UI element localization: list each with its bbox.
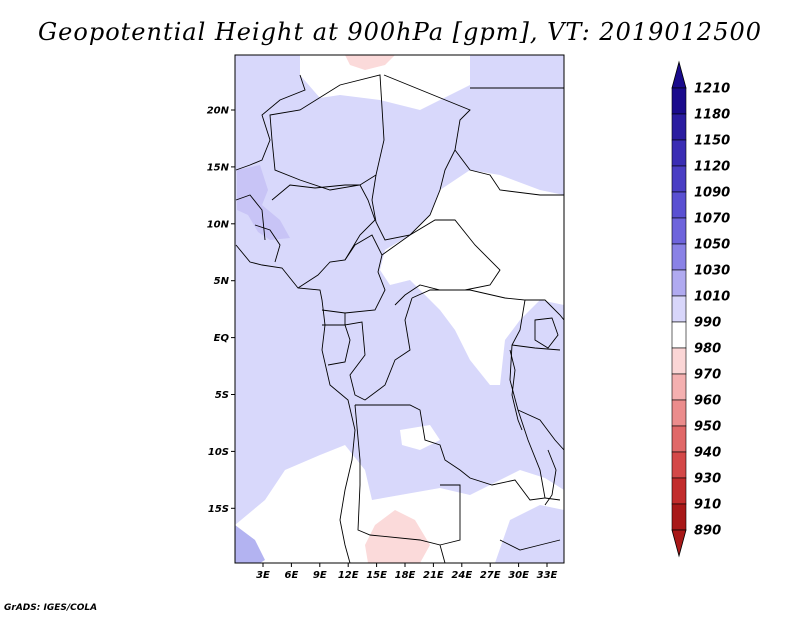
colorbar-swatch xyxy=(672,400,686,426)
colorbar-level-label: 1120 xyxy=(694,160,730,175)
colorbar-level-label: 1070 xyxy=(694,212,730,227)
colorbar-level-label: 1150 xyxy=(694,134,730,149)
colorbar-level-label: 950 xyxy=(694,420,721,435)
lat-tick-label: 10S xyxy=(208,447,229,458)
colorbar-swatch xyxy=(672,140,686,166)
colorbar-level-label: 1090 xyxy=(694,186,730,201)
lon-tick-label: 30E xyxy=(508,570,529,581)
lon-tick-label: 12E xyxy=(338,570,359,581)
colorbar-swatch xyxy=(672,322,686,348)
colorbar-top-arrow xyxy=(672,62,686,88)
lon-tick-label: 33E xyxy=(537,570,558,581)
colorbar-swatch xyxy=(672,504,686,530)
colorbar-swatch xyxy=(672,296,686,322)
lon-tick-label: 6E xyxy=(285,570,299,581)
colorbar-level-label: 930 xyxy=(694,472,721,487)
lat-tick-label: EQ xyxy=(214,333,230,344)
lon-tick-label: 27E xyxy=(480,570,501,581)
colorbar-level-label: 910 xyxy=(694,498,721,513)
lon-tick-label: 21E xyxy=(423,570,444,581)
grads-credit: GrADS: IGES/COLA xyxy=(4,603,97,613)
colorbar-level-label: 1180 xyxy=(694,108,730,123)
colorbar-swatch xyxy=(672,270,686,296)
colorbar-swatch xyxy=(672,478,686,504)
colorbar-swatch xyxy=(672,374,686,400)
colorbar-level-label: 1030 xyxy=(694,264,730,279)
colorbar-bottom-arrow xyxy=(672,530,686,556)
colorbar-level-label: 970 xyxy=(694,368,721,383)
colorbar-level-label: 990 xyxy=(694,316,721,331)
lon-tick-label: 3E xyxy=(256,570,270,581)
colorbar-swatch xyxy=(672,452,686,478)
lon-tick-label: 24E xyxy=(451,570,472,581)
height-field xyxy=(235,55,564,563)
colorbar-swatch xyxy=(672,166,686,192)
colorbar-level-label: 960 xyxy=(694,394,721,409)
colorbar-swatch xyxy=(672,218,686,244)
colorbar-swatch xyxy=(672,192,686,218)
lat-tick-label: 20N xyxy=(207,106,230,117)
colorbar-level-label: 940 xyxy=(694,446,721,461)
longitude-axis: 3E 6E 9E 12E 15E 18E 21E 24E 27E 30E 33E xyxy=(256,563,557,581)
lat-tick-label: 15S xyxy=(208,504,229,515)
colorbar-swatch xyxy=(672,348,686,374)
colorbar-swatch xyxy=(672,88,686,114)
lat-tick-label: 5S xyxy=(215,390,229,401)
colorbar-level-label: 1050 xyxy=(694,238,730,253)
colorbar: 1210 1180 1150 1120 1090 1070 1050 1030 1010 990 9… xyxy=(672,62,730,556)
lat-tick-label: 10N xyxy=(207,219,230,230)
lat-tick-label: 15N xyxy=(207,162,230,173)
colorbar-swatch xyxy=(672,114,686,140)
lon-tick-label: 9E xyxy=(313,570,327,581)
colorbar-level-label: 1210 xyxy=(694,82,730,97)
colorbar-swatch xyxy=(672,426,686,452)
colorbar-level-label: 890 xyxy=(694,524,721,539)
colorbar-swatch xyxy=(672,244,686,270)
lon-tick-label: 15E xyxy=(366,570,387,581)
lon-tick-label: 18E xyxy=(395,570,416,581)
map-canvas: 20N 15N 10N 5N EQ 5S 10S 15S 3E 6E 9E 12E 15E 18E 21E… xyxy=(0,0,800,618)
colorbar-level-label: 980 xyxy=(694,342,721,357)
latitude-axis: 20N 15N 10N 5N EQ 5S 10S 15S xyxy=(207,106,235,515)
colorbar-level-label: 1010 xyxy=(694,290,730,305)
lat-tick-label: 5N xyxy=(214,276,230,287)
